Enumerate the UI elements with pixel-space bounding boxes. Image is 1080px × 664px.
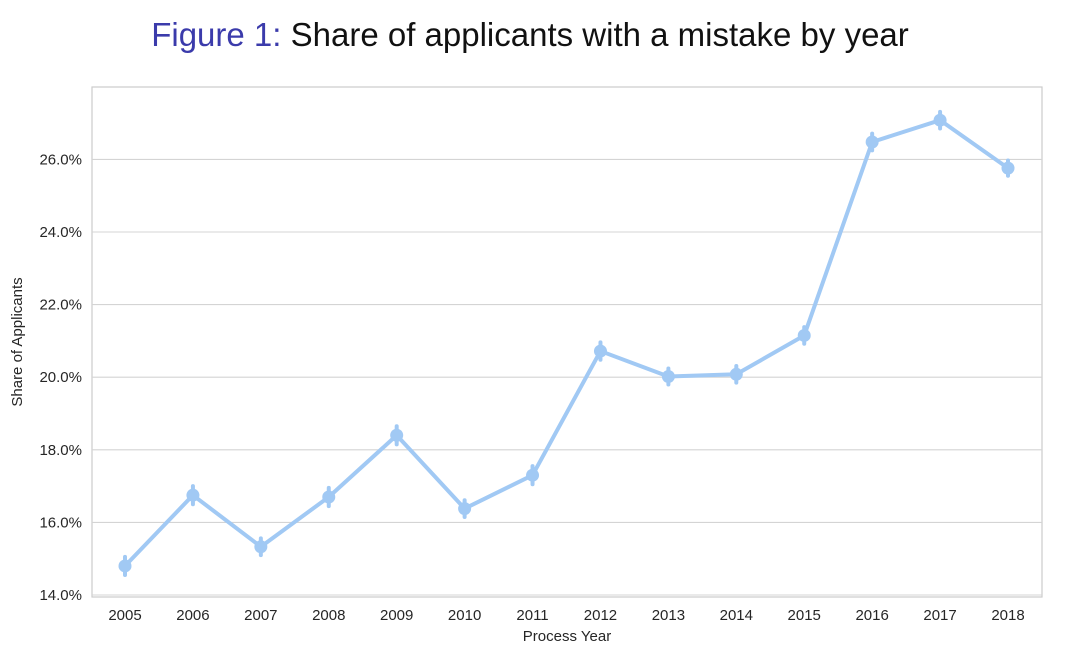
x-tick-label: 2010 xyxy=(448,607,481,624)
x-tick-label: 2005 xyxy=(108,607,141,624)
x-tick-label: 2009 xyxy=(380,607,413,624)
x-tick-label: 2017 xyxy=(923,607,956,624)
x-tick-label: 2014 xyxy=(720,607,753,624)
chart-title: Figure 1: Share of applicants with a mis… xyxy=(0,16,1060,54)
plot-area xyxy=(91,86,1043,598)
y-tick-label: 16.0% xyxy=(39,514,82,531)
y-tick-label: 14.0% xyxy=(39,587,82,604)
title-text: Share of applicants with a mistake by ye… xyxy=(290,16,909,53)
x-tick-label: 2015 xyxy=(788,607,821,624)
y-tick-label: 26.0% xyxy=(39,151,82,168)
data-point xyxy=(322,490,336,504)
series-line xyxy=(123,118,1010,568)
data-point xyxy=(661,369,675,383)
x-tick-label: 2016 xyxy=(855,607,888,624)
data-point xyxy=(593,344,607,358)
y-axis-label: Share of Applicants xyxy=(9,277,26,406)
x-tick-label: 2013 xyxy=(652,607,685,624)
y-tick-label: 20.0% xyxy=(39,369,82,386)
series-line-group xyxy=(118,109,1015,578)
x-axis-ticks: 2005 2006 2007 2008 2009 2010 2011 2012 2013 2014… xyxy=(108,607,1024,624)
data-point xyxy=(797,328,811,342)
x-tick-label: 2012 xyxy=(584,607,617,624)
data-point xyxy=(186,488,200,502)
gridlines xyxy=(92,158,1042,596)
x-tick-label: 2007 xyxy=(244,607,277,624)
x-tick-label: 2018 xyxy=(991,607,1024,624)
y-tick-label: 24.0% xyxy=(39,224,82,241)
data-point xyxy=(865,135,879,149)
y-tick-label: 18.0% xyxy=(39,442,82,459)
x-tick-label: 2008 xyxy=(312,607,345,624)
figure-number: Figure 1: xyxy=(151,16,282,53)
x-tick-label: 2011 xyxy=(516,607,548,624)
data-point xyxy=(254,540,268,554)
x-axis-label: Process Year xyxy=(523,628,611,645)
data-point xyxy=(729,367,743,381)
data-point xyxy=(1001,161,1015,175)
y-tick-label: 22.0% xyxy=(39,297,82,314)
data-point xyxy=(458,502,472,516)
y-axis-ticks: 14.0% 16.0% 18.0% 20.0% 22.0% 24.0% 26.0% xyxy=(39,151,82,604)
data-point xyxy=(390,428,404,442)
data-point xyxy=(933,113,947,127)
data-point xyxy=(118,559,132,573)
x-tick-label: 2006 xyxy=(176,607,209,624)
data-point xyxy=(526,468,540,482)
